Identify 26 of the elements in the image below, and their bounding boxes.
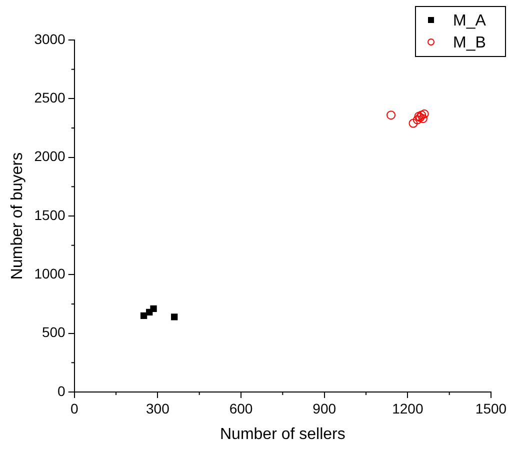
y-tick-label: 3000 [34,30,66,47]
point [386,110,396,120]
x-tick-label: 0 [70,400,78,416]
y-tick-label: 500 [42,324,66,340]
x-tick-label: 300 [146,400,170,416]
point [418,114,428,124]
y-tick-label: 1000 [34,266,66,282]
x-tick-label: 600 [229,400,253,416]
point [171,314,178,320]
point [150,305,157,312]
x-tick-label: 1500 [475,400,507,416]
x-tick-label: 1200 [392,400,424,416]
point [408,118,418,128]
y-tick-label: 1500 [34,206,66,223]
point [420,109,429,118]
point [412,115,422,124]
y-tick-label: 0 [58,382,66,399]
point [417,110,426,120]
legend-label: M_A [453,12,486,30]
y-tick-label: 2500 [34,90,66,106]
y-tick-label: 2000 [34,148,66,164]
legend-label: M_B [453,34,486,52]
point [140,312,148,320]
y-axis-title: Number of buyers [9,152,26,280]
x-tick-label: 900 [312,400,336,416]
x-axis-title: Number of sellers [220,426,346,443]
